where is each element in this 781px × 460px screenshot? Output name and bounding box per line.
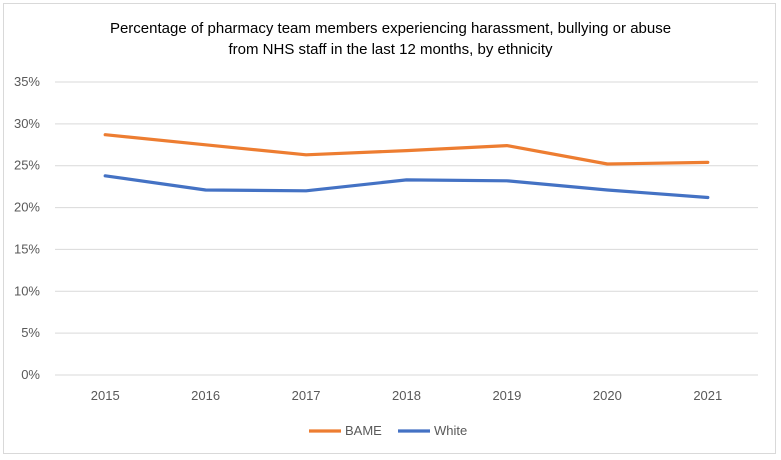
x-tick-label: 2021 bbox=[693, 388, 722, 403]
chart-title: Percentage of pharmacy team members expe… bbox=[0, 18, 781, 60]
y-tick-label: 30% bbox=[14, 116, 40, 131]
x-tick-label: 2015 bbox=[91, 388, 120, 403]
x-tick-label: 2020 bbox=[593, 388, 622, 403]
x-tick-label: 2017 bbox=[292, 388, 321, 403]
gridlines bbox=[55, 81, 758, 376]
chart-title-line1: Percentage of pharmacy team members expe… bbox=[109, 20, 672, 37]
y-tick-label: 35% bbox=[14, 74, 40, 89]
legend-label-bame: BAME bbox=[345, 423, 382, 438]
series-line-bame bbox=[103, 133, 710, 166]
chart-frame bbox=[3, 3, 776, 454]
series-line-white bbox=[103, 174, 710, 200]
y-tick-label: 0% bbox=[21, 367, 40, 382]
y-tick-label: 20% bbox=[14, 200, 40, 215]
legend-label-white: White bbox=[434, 423, 467, 438]
x-tick-label: 2016 bbox=[191, 388, 220, 403]
x-tick-label: 2019 bbox=[492, 388, 521, 403]
legend: BAME White bbox=[309, 423, 467, 438]
x-tick-label: 2018 bbox=[392, 388, 421, 403]
y-tick-label: 10% bbox=[14, 283, 40, 298]
y-axis-ticks: 0% 5% 10% 15% 20% 25% 30% 35% bbox=[14, 74, 40, 382]
chart-title-line2: from NHS staff in the last 12 months, by… bbox=[228, 41, 553, 58]
y-tick-label: 25% bbox=[14, 158, 40, 173]
series-lines bbox=[103, 133, 710, 200]
x-axis-ticks: 2015 2016 2017 2018 2019 2020 2021 bbox=[91, 388, 722, 403]
y-tick-label: 5% bbox=[21, 325, 40, 340]
y-tick-label: 15% bbox=[14, 241, 40, 256]
